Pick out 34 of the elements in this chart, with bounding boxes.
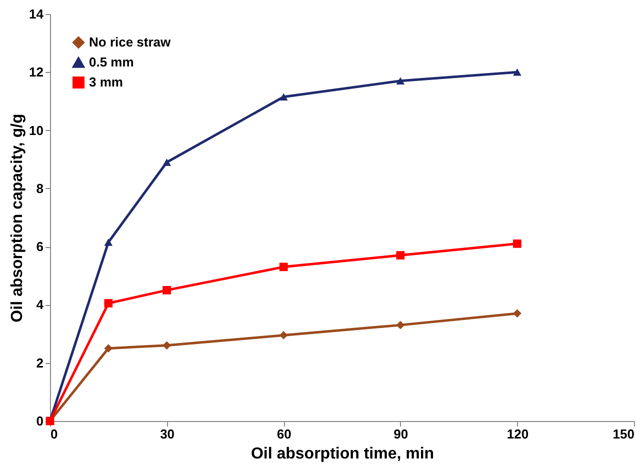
y-tick-label: 8 [36, 180, 44, 196]
legend-label: 0.5 mm [89, 54, 134, 70]
y-tick-label: 14 [29, 6, 44, 22]
point [279, 331, 288, 340]
y-tick-label: 6 [36, 239, 44, 254]
point [396, 320, 405, 330]
point [279, 262, 288, 272]
x-tick-label: 60 [276, 426, 292, 442]
point [279, 93, 288, 100]
x-tick-label: 120 [506, 426, 529, 442]
point [104, 299, 113, 308]
point [513, 239, 522, 248]
y-tick-label: 12 [29, 64, 44, 80]
y-tick-label: 10 [29, 122, 44, 138]
x-tick-label: 0 [50, 426, 58, 442]
point [104, 344, 113, 353]
x-tick-label: 30 [160, 426, 175, 442]
point [396, 77, 405, 84]
point [396, 251, 405, 260]
point [162, 341, 171, 350]
x-tick-label: 90 [394, 426, 408, 442]
y-tick-label: 2 [36, 355, 44, 370]
y-tick-label: 4 [36, 297, 44, 312]
y-tick-label: 0 [36, 414, 44, 428]
x-tick-label: 150 [612, 426, 634, 442]
y-axis-title: Oil absorption capacity, g/g [9, 114, 26, 322]
point [162, 286, 171, 294]
point [104, 238, 113, 246]
x-axis-title: Oil absorption time, min [250, 446, 434, 462]
legend-label: No rice straw [89, 34, 172, 50]
legend-label: 3 mm [89, 74, 123, 90]
point [162, 158, 171, 166]
point [513, 68, 522, 76]
point [513, 309, 522, 318]
